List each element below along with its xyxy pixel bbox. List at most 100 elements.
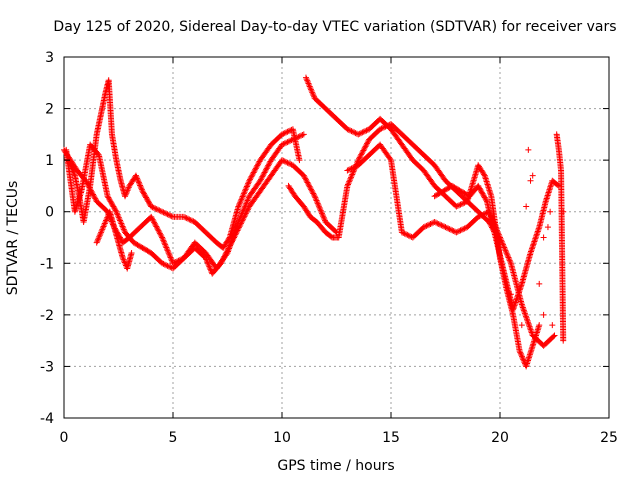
data-point xyxy=(240,190,247,197)
data-point xyxy=(285,138,292,145)
data-point xyxy=(165,250,172,257)
data-point xyxy=(237,213,244,220)
data-point xyxy=(279,141,285,148)
data-point xyxy=(243,184,250,191)
data-point xyxy=(428,220,435,227)
data-point xyxy=(309,90,316,97)
data-point xyxy=(299,132,306,139)
x-tick-label: 15 xyxy=(382,430,400,446)
data-point xyxy=(305,182,312,189)
data-point xyxy=(450,228,457,235)
x-tick-label: 25 xyxy=(600,430,618,446)
data-point xyxy=(154,224,161,231)
y-axis-label: SDTVAR / TECUs xyxy=(5,181,21,296)
data-point xyxy=(149,216,156,223)
data-point xyxy=(482,195,489,202)
data-point xyxy=(234,220,241,227)
data-point xyxy=(345,166,352,173)
x-tick-label: 0 xyxy=(60,430,69,446)
data-point xyxy=(475,184,482,191)
data-point xyxy=(387,155,394,162)
data-point xyxy=(477,186,484,193)
data-point xyxy=(113,210,120,217)
data-point xyxy=(100,223,107,230)
data-point xyxy=(479,190,486,197)
data-point xyxy=(148,215,155,222)
data-point xyxy=(236,202,243,209)
data-point xyxy=(108,199,115,206)
data-point xyxy=(352,130,359,137)
data-point xyxy=(517,350,524,357)
series-track-4 xyxy=(93,208,135,272)
y-tick-label: 0 xyxy=(45,205,54,221)
data-point xyxy=(242,203,249,210)
data-point xyxy=(345,181,352,188)
data-point xyxy=(160,238,167,245)
data-point xyxy=(133,174,140,181)
data-point xyxy=(377,126,384,133)
data-point xyxy=(306,81,313,88)
data-point xyxy=(143,195,150,202)
data-point xyxy=(262,168,269,175)
data-point xyxy=(66,159,73,166)
data-point xyxy=(225,235,232,242)
data-point xyxy=(233,224,240,231)
data-point xyxy=(153,206,160,213)
data-point xyxy=(227,241,234,248)
data-point xyxy=(525,146,532,153)
data-point xyxy=(346,177,353,184)
data-point xyxy=(240,207,247,214)
data-point xyxy=(115,214,122,221)
data-point xyxy=(257,177,264,184)
data-point xyxy=(518,352,525,359)
data-point xyxy=(68,164,75,171)
data-point xyxy=(443,224,450,231)
series-track-2 xyxy=(63,131,307,272)
data-point xyxy=(123,188,130,195)
data-point xyxy=(519,303,526,310)
data-point xyxy=(125,185,132,192)
data-point xyxy=(348,174,355,181)
data-point xyxy=(402,231,409,238)
data-point xyxy=(445,225,452,232)
data-point xyxy=(120,256,127,263)
data-point xyxy=(437,221,444,228)
data-point xyxy=(170,260,176,267)
data-point xyxy=(308,186,315,193)
data-point xyxy=(304,77,311,84)
y-tick-label: 2 xyxy=(45,102,54,118)
data-point xyxy=(316,204,323,211)
data-point xyxy=(315,203,322,210)
data-point xyxy=(454,202,461,209)
data-point xyxy=(502,247,509,254)
data-point xyxy=(265,162,272,169)
data-point xyxy=(285,160,292,167)
data-point xyxy=(237,199,244,206)
data-point xyxy=(116,216,123,223)
data-point xyxy=(125,184,132,191)
data-point xyxy=(503,248,510,255)
data-point xyxy=(117,219,124,226)
data-point xyxy=(355,131,362,138)
data-point xyxy=(476,185,483,192)
data-point xyxy=(96,233,103,240)
data-point xyxy=(183,215,190,222)
data-point xyxy=(352,163,359,170)
data-point xyxy=(232,227,239,234)
y-tick-label: 3 xyxy=(45,50,54,66)
data-point xyxy=(302,176,309,183)
data-point xyxy=(442,224,449,231)
data-point xyxy=(121,258,128,265)
data-point xyxy=(303,178,310,185)
data-point xyxy=(106,197,113,204)
data-point xyxy=(241,189,248,196)
data-point xyxy=(304,79,311,86)
y-tick-label: 1 xyxy=(45,153,54,169)
x-tick-label: 20 xyxy=(491,430,509,446)
data-point xyxy=(94,238,101,245)
data-point xyxy=(524,317,531,324)
y-tick-label: -3 xyxy=(40,359,54,375)
data-point xyxy=(308,187,315,194)
data-point xyxy=(306,83,313,90)
data-point xyxy=(134,176,141,183)
